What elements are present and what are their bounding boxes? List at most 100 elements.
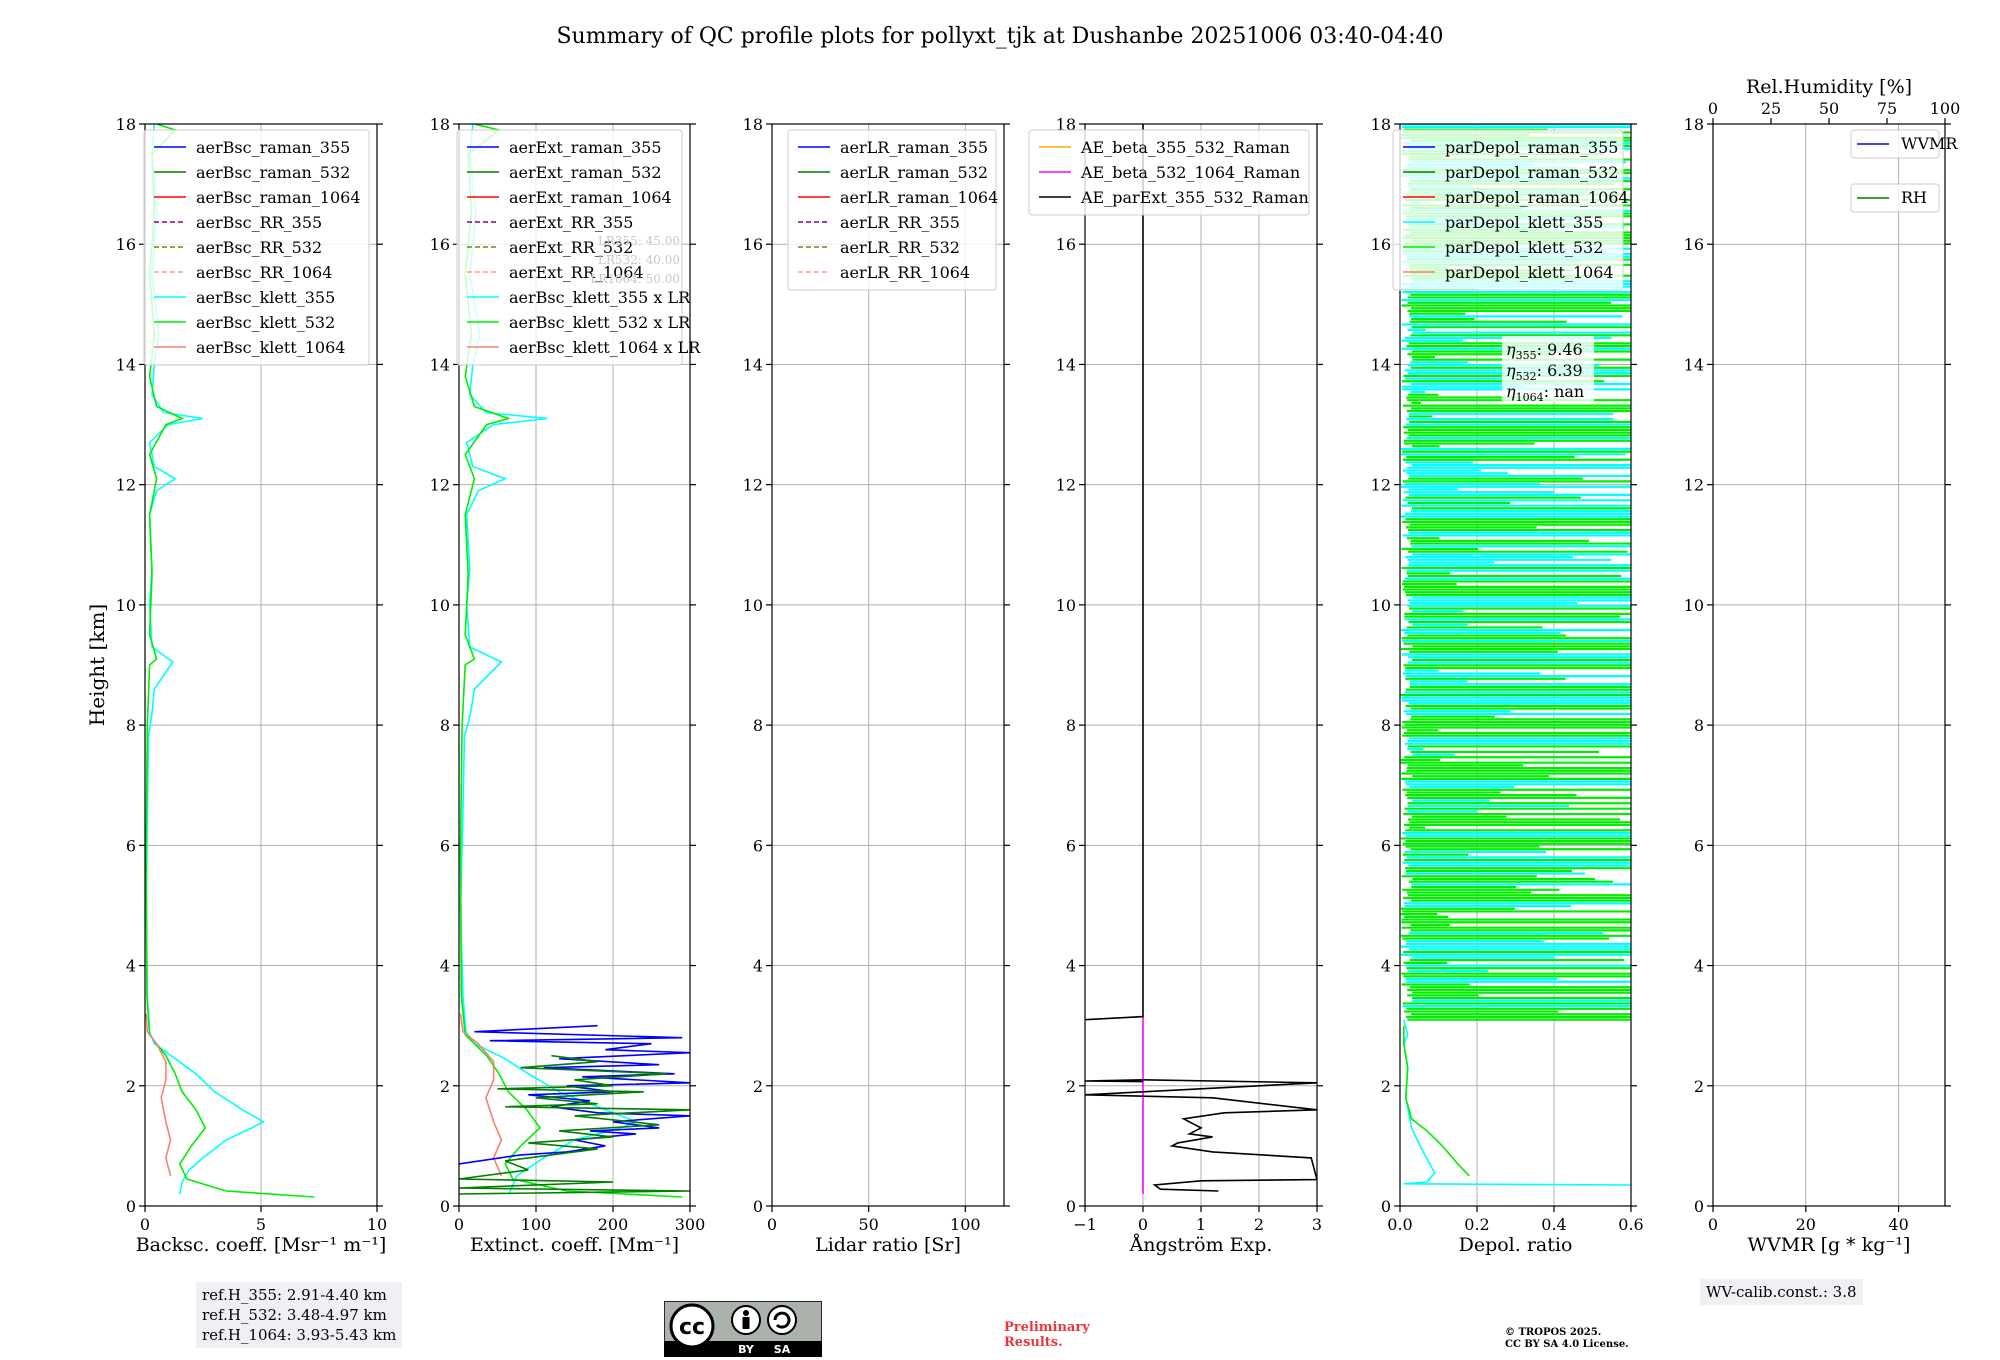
y-tick-label: 16 [430, 235, 450, 254]
ref-height-355: ref.H_355: 2.91-4.40 km [202, 1286, 387, 1304]
axes-frame [1712, 123, 1946, 1207]
series-aerext-raman-532 [459, 1054, 690, 1195]
legend-label: aerLR_raman_1064 [840, 188, 998, 207]
legend-label: aerBsc_klett_355 [196, 288, 335, 307]
legend-box [456, 129, 683, 366]
x-tick-label: 0.6 [1618, 1215, 1643, 1234]
legend-label: aerExt_RR_1064 [509, 263, 644, 282]
ref-height-1064: ref.H_1064: 3.93-5.43 km [202, 1326, 397, 1344]
legend-label: parDepol_raman_532 [1445, 163, 1618, 182]
y-tick-label: 16 [116, 235, 136, 254]
legend-label: aerBsc_klett_1064 [196, 338, 345, 357]
share-alike-icon [767, 1305, 797, 1335]
legend-label: aerExt_raman_532 [509, 163, 662, 182]
legend-box [143, 129, 370, 366]
y-tick-label: 2 [440, 1077, 450, 1096]
y-tick-label: 6 [440, 836, 450, 855]
series-ae-parext-355-532-raman [1085, 1078, 1317, 1192]
x-tick-label: 1 [1196, 1215, 1206, 1234]
legend-label: parDepol_raman_1064 [1445, 188, 1629, 207]
eta-355: η355: 9.46 [1506, 340, 1583, 362]
axes-frame [1399, 123, 1632, 1207]
legend-label: parDepol_klett_1064 [1445, 263, 1614, 282]
x-axis-label: Backsc. coeff. [Msr⁻¹ m⁻¹] [136, 1234, 387, 1256]
y-tick-label: 12 [116, 476, 136, 495]
y-tick-label: 14 [1056, 355, 1076, 374]
y-tick-label: 0 [440, 1197, 450, 1216]
legend-label: parDepol_raman_355 [1445, 138, 1618, 157]
y-tick-label: 10 [1371, 596, 1391, 615]
copyright-line-1: © TROPOS 2025. [1505, 1327, 1602, 1338]
reference-height-box: ref.H_355: 2.91-4.40 km ref.H_532: 3.48-… [196, 1282, 403, 1348]
y-tick-label: 18 [743, 115, 763, 134]
y-tick-label: 8 [1066, 716, 1076, 735]
x-tick-label: 200 [598, 1215, 629, 1234]
legend: parDepol_raman_355 parDepol_raman_532 parD… [1392, 129, 1629, 291]
x-tick-label: 0.0 [1387, 1215, 1412, 1234]
y-tick-label: 2 [1694, 1077, 1704, 1096]
x-tick-label: 10 [367, 1215, 387, 1234]
y-tick-label: 0 [753, 1197, 763, 1216]
lr-annotation: LR355: 45.00 [598, 234, 680, 248]
top-x-tick-label: 75 [1877, 99, 1897, 118]
top-x-axis-label: Rel.Humidity [%] [1746, 76, 1912, 98]
legend-label: aerExt_raman_355 [509, 138, 662, 157]
legend-label: aerLR_raman_532 [840, 163, 988, 182]
x-tick-label: −1 [1073, 1215, 1097, 1234]
legend-label: aerBsc_klett_1064 x LR [509, 338, 701, 357]
legend-label: aerExt_RR_532 [509, 238, 633, 257]
y-tick-label: 18 [116, 115, 136, 134]
y-tick-label: 4 [440, 957, 450, 976]
y-tick-label: 12 [1684, 476, 1704, 495]
legend-label: aerLR_RR_532 [840, 238, 960, 257]
eta-background [1502, 336, 1594, 402]
x-tick-label: 0 [1708, 1215, 1718, 1234]
preliminary-line-1: Preliminary [1004, 1320, 1090, 1335]
y-tick-label: 4 [1381, 957, 1391, 976]
legend-label: aerLR_RR_355 [840, 213, 960, 232]
legend: aerExt_raman_355 aerExt_raman_532 aerExt_r… [456, 129, 701, 366]
x-tick-label: 100 [521, 1215, 552, 1234]
top-x-tick-label: 0 [1708, 99, 1718, 118]
y-tick-label: 10 [743, 596, 763, 615]
x-tick-label: 0 [454, 1215, 464, 1234]
series-aerbsc-klett-1064 [145, 1013, 172, 1177]
series-group [1085, 124, 1317, 1194]
y-tick-label: 8 [440, 716, 450, 735]
copyright-note: © TROPOS 2025. CC BY SA 4.0 License. [1505, 1327, 1629, 1351]
x-tick-label: 0 [140, 1215, 150, 1234]
eta-532: η532: 6.39 [1506, 361, 1583, 383]
x-tick-label: 2 [1254, 1215, 1264, 1234]
legend: WVMR RH [1850, 129, 1958, 213]
svg-text:cc: cc [679, 1315, 705, 1340]
cc-sa-label: SA [774, 1343, 791, 1356]
cc-icon [669, 1303, 715, 1349]
y-tick-label: 14 [116, 355, 136, 374]
legend-label: aerBsc_RR_1064 [196, 263, 332, 282]
y-tick-label: 12 [430, 476, 450, 495]
legend-label: AE_beta_532_1064_Raman [1080, 163, 1300, 182]
y-tick-label: 8 [126, 716, 136, 735]
y-tick-label: 2 [1381, 1077, 1391, 1096]
legend-box [1028, 129, 1310, 216]
y-tick-label: 4 [1694, 957, 1704, 976]
figure-title: Summary of QC profile plots for pollyxt_… [556, 24, 1443, 49]
legend-label: aerLR_RR_1064 [840, 263, 970, 282]
y-tick-label: 14 [743, 355, 763, 374]
y-tick-label: 14 [430, 355, 450, 374]
axes-frame [771, 123, 1005, 1207]
legend-label: aerBsc_raman_532 [196, 163, 350, 182]
y-tick-label: 8 [1381, 716, 1391, 735]
x-axis-label: WVMR [g * kg⁻¹] [1748, 1234, 1911, 1256]
legend-label: WVMR [1901, 134, 1958, 153]
legend-label: aerBsc_klett_532 [196, 313, 335, 332]
y-tick-label: 2 [753, 1077, 763, 1096]
legend-box [1850, 183, 1940, 213]
x-tick-label: 50 [858, 1215, 878, 1234]
series-pardepol-klett-355 [1402, 1019, 1631, 1186]
y-tick-label: 18 [1684, 115, 1704, 134]
y-tick-label: 0 [126, 1197, 136, 1216]
y-tick-label: 2 [1066, 1077, 1076, 1096]
